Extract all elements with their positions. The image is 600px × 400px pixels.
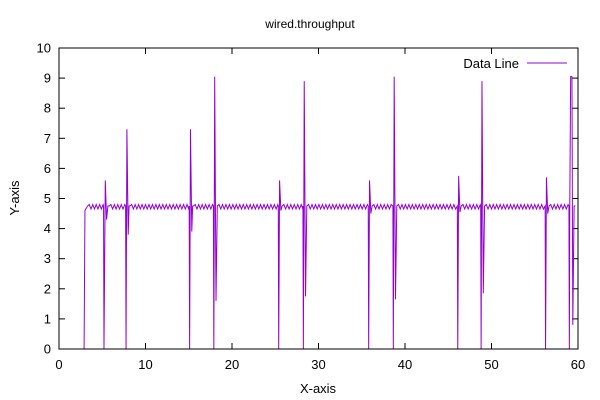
legend: Data Line bbox=[463, 56, 567, 71]
y-tick-label: 9 bbox=[44, 71, 51, 86]
y-tick-label: 2 bbox=[44, 281, 51, 296]
x-tick-label: 60 bbox=[571, 357, 585, 372]
y-tick-label: 0 bbox=[44, 342, 51, 357]
y-tick-label: 3 bbox=[44, 251, 51, 266]
plot-frame bbox=[58, 47, 579, 350]
y-tick-label: 8 bbox=[44, 101, 51, 116]
y-axis-label: Y-axis bbox=[7, 180, 22, 215]
x-tick-label: 20 bbox=[225, 357, 239, 372]
axis-ticks: 0 10 20 30 40 50 60 0 1 2 3 4 5 6 7 8 9 10 bbox=[37, 41, 586, 373]
y-tick-label: 7 bbox=[44, 131, 51, 146]
legend-label: Data Line bbox=[463, 56, 519, 71]
series-line-data-line bbox=[83, 76, 576, 350]
y-tick-label: 5 bbox=[44, 191, 51, 206]
y-tick-label: 1 bbox=[44, 311, 51, 326]
y-tick-label: 6 bbox=[44, 161, 51, 176]
x-tick-label: 10 bbox=[138, 357, 152, 372]
x-tick-label: 40 bbox=[398, 357, 412, 372]
x-tick-label: 0 bbox=[55, 357, 62, 372]
x-tick-label: 50 bbox=[484, 357, 498, 372]
plot-area bbox=[83, 76, 576, 350]
x-tick-label: 30 bbox=[311, 357, 325, 372]
chart-title: wired.throughput bbox=[264, 17, 355, 31]
x-axis-label: X-axis bbox=[300, 381, 337, 396]
y-tick-label: 10 bbox=[37, 41, 51, 56]
y-tick-label: 4 bbox=[44, 221, 51, 236]
